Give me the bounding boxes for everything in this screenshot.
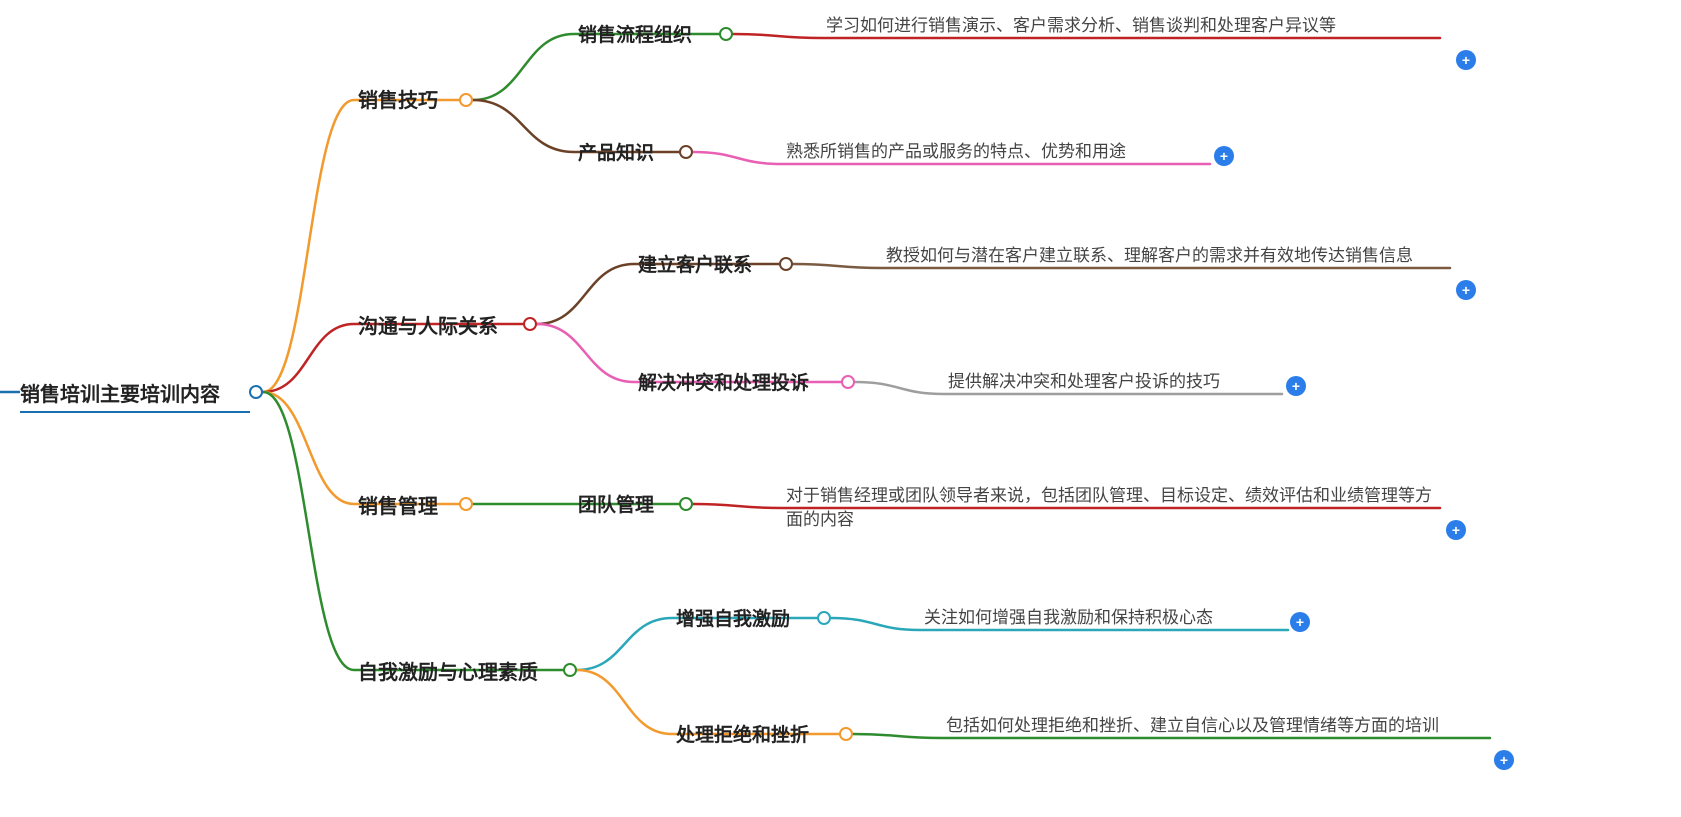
root-node[interactable]: 销售培训主要培训内容 bbox=[20, 378, 250, 413]
child-ring-b4c2[interactable] bbox=[839, 727, 853, 741]
child-node-b4c1[interactable]: 增强自我激励 bbox=[676, 604, 790, 635]
child-node-b3c1[interactable]: 团队管理 bbox=[578, 490, 654, 521]
expand-button-b1c2[interactable]: + bbox=[1214, 146, 1234, 166]
connector-layer bbox=[0, 0, 1681, 817]
branch-ring-b3[interactable] bbox=[459, 497, 473, 511]
root-ring[interactable] bbox=[249, 385, 263, 399]
expand-button-b4c2[interactable]: + bbox=[1494, 750, 1514, 770]
child-node-b4c2[interactable]: 处理拒绝和挫折 bbox=[676, 720, 809, 751]
branch-node-b1[interactable]: 销售技巧 bbox=[358, 84, 438, 117]
child-ring-b2c2[interactable] bbox=[841, 375, 855, 389]
leaf-text-b3c1: 对于销售经理或团队领导者来说，包括团队管理、目标设定、绩效评估和业绩管理等方面的… bbox=[786, 484, 1436, 532]
branch-ring-b4[interactable] bbox=[563, 663, 577, 677]
branch-node-b4[interactable]: 自我激励与心理素质 bbox=[358, 656, 538, 689]
leaf-text-b1c2: 熟悉所销售的产品或服务的特点、优势和用途 bbox=[786, 140, 1206, 164]
leaf-text-b4c1: 关注如何增强自我激励和保持积极心态 bbox=[924, 606, 1284, 630]
leaf-text-b1c1: 学习如何进行销售演示、客户需求分析、销售谈判和处理客户异议等 bbox=[826, 14, 1436, 38]
child-ring-b1c2[interactable] bbox=[679, 145, 693, 159]
branch-ring-b1[interactable] bbox=[459, 93, 473, 107]
expand-button-b4c1[interactable]: + bbox=[1290, 612, 1310, 632]
expand-button-b3c1[interactable]: + bbox=[1446, 520, 1466, 540]
child-node-b1c1[interactable]: 销售流程组织 bbox=[578, 20, 692, 51]
mindmap-canvas: 销售培训主要培训内容 销售技巧 销售流程组织 学习如何进行销售演示、客户需求分析、销售… bbox=[0, 0, 1681, 817]
child-ring-b2c1[interactable] bbox=[779, 257, 793, 271]
leaf-text-b2c2: 提供解决冲突和处理客户投诉的技巧 bbox=[948, 370, 1278, 394]
leaf-text-b4c2: 包括如何处理拒绝和挫折、建立自信心以及管理情绪等方面的培训 bbox=[946, 714, 1486, 738]
child-node-b1c2[interactable]: 产品知识 bbox=[578, 138, 654, 169]
branch-ring-b2[interactable] bbox=[523, 317, 537, 331]
child-node-b2c2[interactable]: 解决冲突和处理投诉 bbox=[638, 368, 809, 399]
expand-button-b2c2[interactable]: + bbox=[1286, 376, 1306, 396]
leaf-text-b2c1: 教授如何与潜在客户建立联系、理解客户的需求并有效地传达销售信息 bbox=[886, 244, 1446, 268]
expand-button-b2c1[interactable]: + bbox=[1456, 280, 1476, 300]
child-node-b2c1[interactable]: 建立客户联系 bbox=[638, 250, 752, 281]
child-ring-b3c1[interactable] bbox=[679, 497, 693, 511]
expand-button-b1c1[interactable]: + bbox=[1456, 50, 1476, 70]
branch-node-b2[interactable]: 沟通与人际关系 bbox=[358, 310, 498, 343]
child-ring-b4c1[interactable] bbox=[817, 611, 831, 625]
child-ring-b1c1[interactable] bbox=[719, 27, 733, 41]
branch-node-b3[interactable]: 销售管理 bbox=[358, 490, 438, 523]
